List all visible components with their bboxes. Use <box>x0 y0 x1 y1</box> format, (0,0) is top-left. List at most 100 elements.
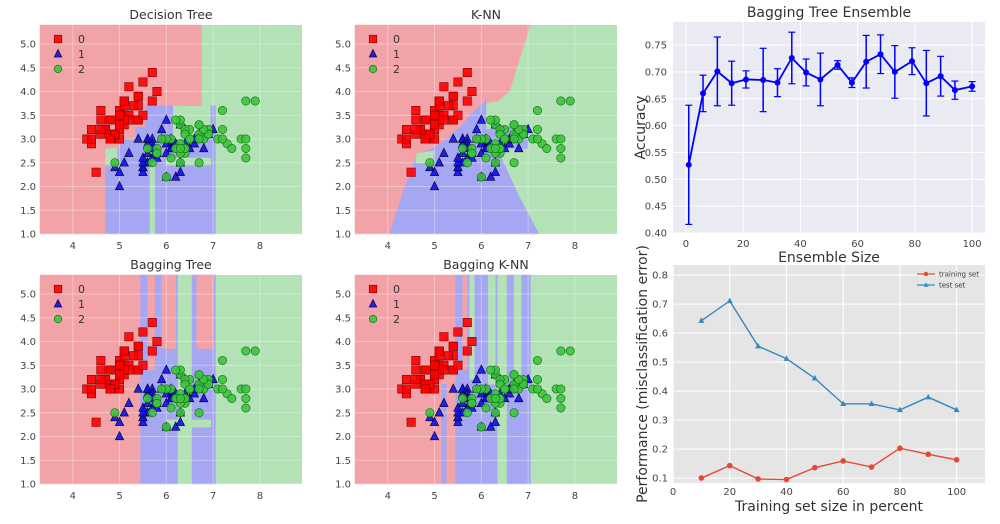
y-tick-label: 1.0 <box>335 230 351 241</box>
series-point-1 <box>840 400 847 407</box>
data-point-class-0 <box>448 91 458 101</box>
data-point-class-2 <box>458 393 468 403</box>
data-point-class-0 <box>401 384 411 394</box>
y-tick-label: 1.0 <box>20 230 36 241</box>
y-tick-label: 3.0 <box>20 135 36 146</box>
data-point-class-0 <box>133 365 143 375</box>
data-point-class-0 <box>119 115 129 125</box>
series-point-1 <box>868 400 875 407</box>
y-tick-label: 2.0 <box>335 182 351 193</box>
data-point-class-0 <box>86 384 96 394</box>
ensemble-panel: 0 20 40 60 80 100 0.40 0.45 0.50 0.55 0.60 0.65 0.70… <box>633 5 985 266</box>
data-point-class-2 <box>194 408 204 418</box>
series-point-0 <box>726 462 733 469</box>
data-point-class-2 <box>542 393 552 403</box>
data-point-class-2 <box>152 398 162 408</box>
legend-label: 1 <box>78 48 85 61</box>
knn-panel: 4 5 6 7 8 1.0 1.5 2.0 2.5 3.0 3.5 4.0 4.5 5.0 K-NN 0 1 2 <box>335 7 617 252</box>
data-point-class-1 <box>138 166 148 176</box>
y-tick-label: 2.5 <box>335 408 351 419</box>
accuracy-point <box>834 61 841 68</box>
data-point-class-1 <box>453 157 463 167</box>
data-point-class-1 <box>156 123 167 134</box>
data-point-class-2 <box>556 384 566 394</box>
y-axis-label: Accuracy <box>633 96 649 160</box>
series-point-1 <box>755 342 762 349</box>
x-tick-label: 7 <box>525 241 531 252</box>
data-point-class-0 <box>138 110 148 120</box>
data-point-class-2 <box>509 408 519 418</box>
series-point-0 <box>840 458 846 464</box>
accuracy-point <box>863 58 870 65</box>
plot-background <box>673 265 985 483</box>
accuracy-point <box>760 76 767 83</box>
data-point-class-0 <box>430 120 440 130</box>
x-tick-label: 100 <box>963 239 982 250</box>
data-point-class-2 <box>565 96 575 106</box>
accuracy-point <box>817 76 824 83</box>
series-point-0 <box>925 451 932 458</box>
data-point-class-0 <box>110 129 120 139</box>
data-point-class-0 <box>115 360 125 370</box>
accuracy-point <box>951 87 958 94</box>
legend-marker-1 <box>923 282 929 287</box>
legend-marker-0 <box>368 284 378 294</box>
data-point-class-2 <box>481 153 491 163</box>
data-point-class-1 <box>133 383 143 393</box>
bagging-knn-panel: 4 5 6 7 8 1.0 1.5 2.0 2.5 3.0 3.5 4.0 4.5 5.0 Bagging … <box>335 257 617 502</box>
data-point-class-0 <box>420 115 430 125</box>
series-point-0 <box>868 464 875 470</box>
y-tick-label: 3.5 <box>335 111 351 122</box>
data-point-class-0 <box>434 96 444 106</box>
data-point-class-1 <box>439 397 449 407</box>
y-tick-label: 3.5 <box>20 361 36 372</box>
accuracy-point <box>969 83 976 90</box>
data-point-class-1 <box>119 407 129 417</box>
data-point-class-1 <box>114 166 125 176</box>
x-tick-label: 0 <box>683 239 689 250</box>
data-point-class-2 <box>556 346 566 356</box>
data-point-class-2 <box>147 408 157 418</box>
data-point-class-2 <box>194 370 204 380</box>
data-point-class-2 <box>175 408 185 418</box>
data-point-class-1 <box>453 411 463 422</box>
data-point-class-0 <box>401 125 411 135</box>
data-point-class-0 <box>406 417 416 427</box>
x-tick-label: 4 <box>70 491 76 502</box>
series-point-1 <box>698 317 705 323</box>
y-tick-label: 1.5 <box>20 456 36 467</box>
legend-marker-2 <box>368 64 378 74</box>
decision-region-0 <box>196 274 214 349</box>
data-point-class-1 <box>434 157 444 167</box>
data-point-class-2 <box>532 374 542 384</box>
decision-tree-panel: 4 5 6 7 8 1.0 1.5 2.0 2.5 3.0 3.5 4.0 4.5 5.0 Decision… <box>20 7 302 252</box>
x-tick-label: 7 <box>210 241 216 252</box>
data-point-class-2 <box>509 384 519 394</box>
data-point-class-0 <box>110 379 120 389</box>
chart-title: K-NN <box>471 7 501 22</box>
x-tick-label: 20 <box>737 239 750 250</box>
y-tick-label: 0.1 <box>652 474 668 485</box>
chart-title: Bagging Tree <box>130 257 212 272</box>
decision-region-1 <box>441 384 447 485</box>
data-point-class-0 <box>467 336 477 346</box>
accuracy-point <box>714 68 721 75</box>
data-point-class-1 <box>476 114 487 124</box>
data-point-class-2 <box>467 148 477 158</box>
data-point-class-1 <box>439 147 449 157</box>
data-point-class-1 <box>514 142 524 153</box>
legend-label: 0 <box>78 33 85 46</box>
series-point-1 <box>811 375 818 381</box>
data-point-class-0 <box>96 374 106 384</box>
y-tick-label: 0.55 <box>645 148 667 159</box>
legend-marker-1 <box>53 48 63 58</box>
accuracy-point <box>788 54 795 61</box>
y-tick-label: 4.0 <box>20 87 36 98</box>
accuracy-point <box>685 161 692 168</box>
data-point-class-2 <box>532 106 542 116</box>
plot-background <box>673 22 985 233</box>
data-point-class-2 <box>185 134 195 144</box>
data-point-class-1 <box>175 416 186 426</box>
x-tick-label: 6 <box>478 491 484 502</box>
data-point-class-2 <box>556 144 566 154</box>
